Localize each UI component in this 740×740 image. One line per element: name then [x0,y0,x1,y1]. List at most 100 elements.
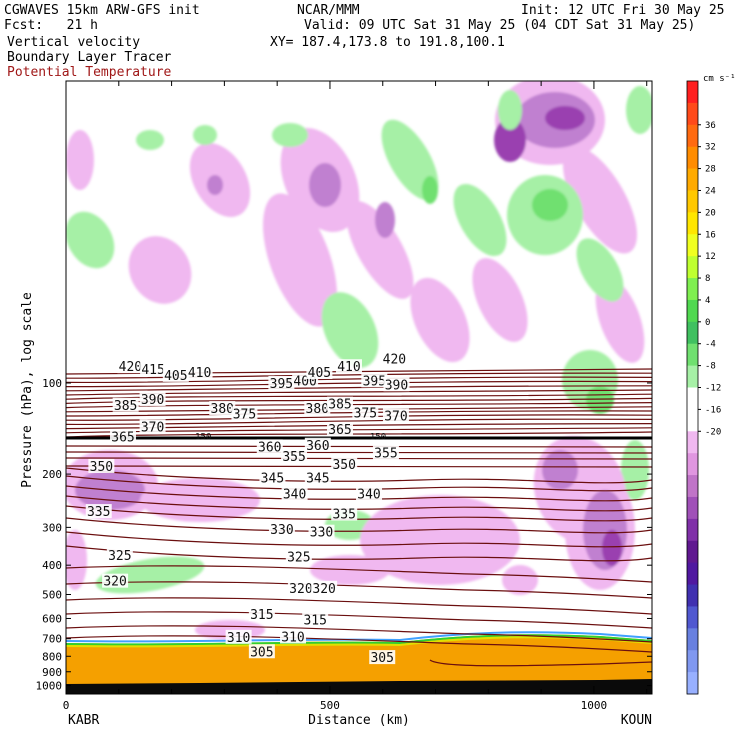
theta-label: 340 [281,486,308,503]
colorbar-tick-label: 12 [705,252,716,262]
theta-label-text: 345 [261,471,284,486]
colorbar-swatch [687,146,698,170]
theta-label-text: 375 [233,407,256,422]
theta-label: 365 [326,422,353,438]
theta-label: 395 [268,376,295,392]
positive-w-region [193,125,217,145]
negative-w-region [602,530,622,566]
theta-label-text: 415 [141,363,164,378]
boundary-layer-top [66,631,652,643]
colorbar-tick-label: -8 [705,362,716,372]
y-tick-label: 600 [42,612,62,625]
theta-label-text: 340 [357,488,380,503]
theta-label: 370 [139,419,166,435]
theta-label-text: 315 [250,608,273,623]
colorbar-swatch [687,672,698,695]
model-title: CGWAVES 15km ARW-GFS init [4,3,200,18]
colorbar-tick-label: -12 [705,384,721,394]
theta-label-text: 395 [363,374,386,389]
theta-label: 355 [281,448,308,465]
positive-w-region [136,130,164,150]
tropopause-label: 150 [195,432,211,442]
theta-contour-line [66,545,652,562]
x-endpoint-start: KABR [68,713,99,728]
colorbar-swatch [687,387,698,410]
colorbar-tick-label: 20 [705,208,716,218]
valid-time: Valid: 09 UTC Sat 31 May 25 (04 CDT Sat … [304,18,696,33]
colorbar-tick-label: 8 [705,274,710,284]
theta-label-text: 375 [354,406,377,421]
y-tick-label: 400 [42,559,62,572]
y-tick-label: 900 [42,666,62,679]
theta-contour-line [66,485,652,502]
positive-w-region [272,123,308,147]
theta-label-text: 410 [337,360,360,375]
theta-label: 335 [331,506,358,523]
theta-label-text: 365 [328,423,351,438]
theta-label: 325 [106,547,133,564]
positive-w-region [321,292,379,368]
theta-label: 320 [311,580,338,597]
theta-label-text: 325 [108,549,131,564]
theta-label: 315 [248,607,275,623]
theta-label-text: 305 [250,645,273,660]
theta-label: 410 [186,365,213,381]
theta-label: 310 [280,629,307,645]
y-tick-label: 500 [42,589,62,602]
theta-label: 410 [335,359,362,375]
theta-label: 330 [268,522,295,538]
theta-label: 390 [383,377,410,393]
terrain [66,679,652,694]
theta-label: 315 [302,612,329,629]
negative-w-region [207,175,223,195]
x-axis-label: Distance (km) [308,713,410,728]
y-tick-label: 300 [42,521,62,534]
colorbar-swatch [687,496,698,520]
theta-label-text: 390 [141,393,164,408]
colorbar-swatch [687,256,698,279]
colorbar-tick-label: -4 [705,340,716,350]
theta-label: 305 [369,650,396,666]
positive-w-region [66,211,115,269]
theta-label-text: 405 [308,366,331,381]
theta-contour-line [66,611,652,629]
colorbar-swatch [687,168,698,191]
theta-contour-line [66,389,652,396]
negative-w-region [494,118,526,162]
colorbar-swatch [687,540,698,564]
negative-w-region [66,530,87,590]
theta-label-text: 335 [87,505,110,520]
colorbar-swatch [687,212,698,235]
init-time: Init: 12 UTC Fri 30 May 25 [521,3,725,18]
theta-contour-line [66,581,652,599]
y-tick-label: 100 [42,377,62,390]
theta-label: 405 [306,365,333,381]
theta-label-text: 360 [258,440,281,455]
theta-label: 385 [112,397,139,414]
colorbar-swatch [687,365,698,388]
x-endpoint-end: KOUN [621,713,652,728]
colorbar: 36 32 28 24 20 16 12 8 4 0 -4 -8 -12 -16 -20 [686,80,721,695]
y-tick-label: 800 [42,650,62,663]
potential-temperature-contours [66,368,652,667]
theta-label: 350 [331,456,358,473]
negative-w-region [545,106,585,130]
theta-label-text: 385 [114,399,137,414]
positive-w-region [621,440,649,500]
theta-label-text: 310 [227,631,250,646]
theta-label-text: 320 [103,575,126,590]
theta-label-text: 330 [270,523,293,538]
theta-contour-line [66,565,652,583]
plot-frame [65,80,653,695]
theta-label: 415 [140,362,167,378]
negative-w-region [128,236,192,304]
positive-w-region [422,176,438,204]
y-tick-label: 700 [42,633,62,646]
y-tick-label: 1000 [36,680,63,693]
theta-label-text: 355 [282,450,305,465]
colorbar-swatch [687,584,698,607]
theta-label: 345 [259,470,286,486]
negative-w-region [263,193,337,327]
colorbar-tick-label: 28 [705,165,716,175]
colorbar-tick-label: 4 [705,296,710,306]
